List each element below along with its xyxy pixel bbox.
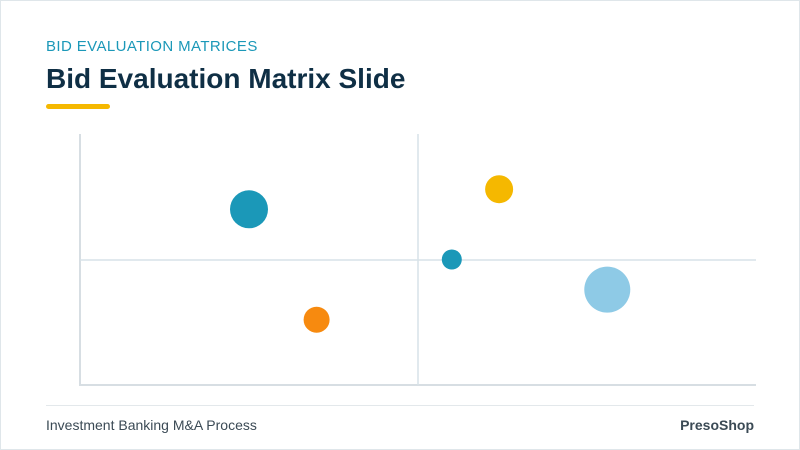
bubble-point-4 [485, 175, 514, 204]
footer-caption: Investment Banking M&A Process [46, 417, 257, 433]
bubble-point-2 [303, 306, 330, 333]
bubbles-group [230, 175, 631, 333]
bubble-point-3 [441, 249, 462, 270]
bubble-point-1 [230, 190, 268, 229]
title-accent-underline [46, 104, 110, 109]
footer-divider [46, 405, 754, 406]
bubble-point-5 [584, 266, 631, 313]
footer-brand: PresoShop [680, 417, 754, 433]
slide-eyebrow: BID EVALUATION MATRICES [46, 38, 258, 55]
slide-title: Bid Evaluation Matrix Slide [46, 63, 406, 94]
